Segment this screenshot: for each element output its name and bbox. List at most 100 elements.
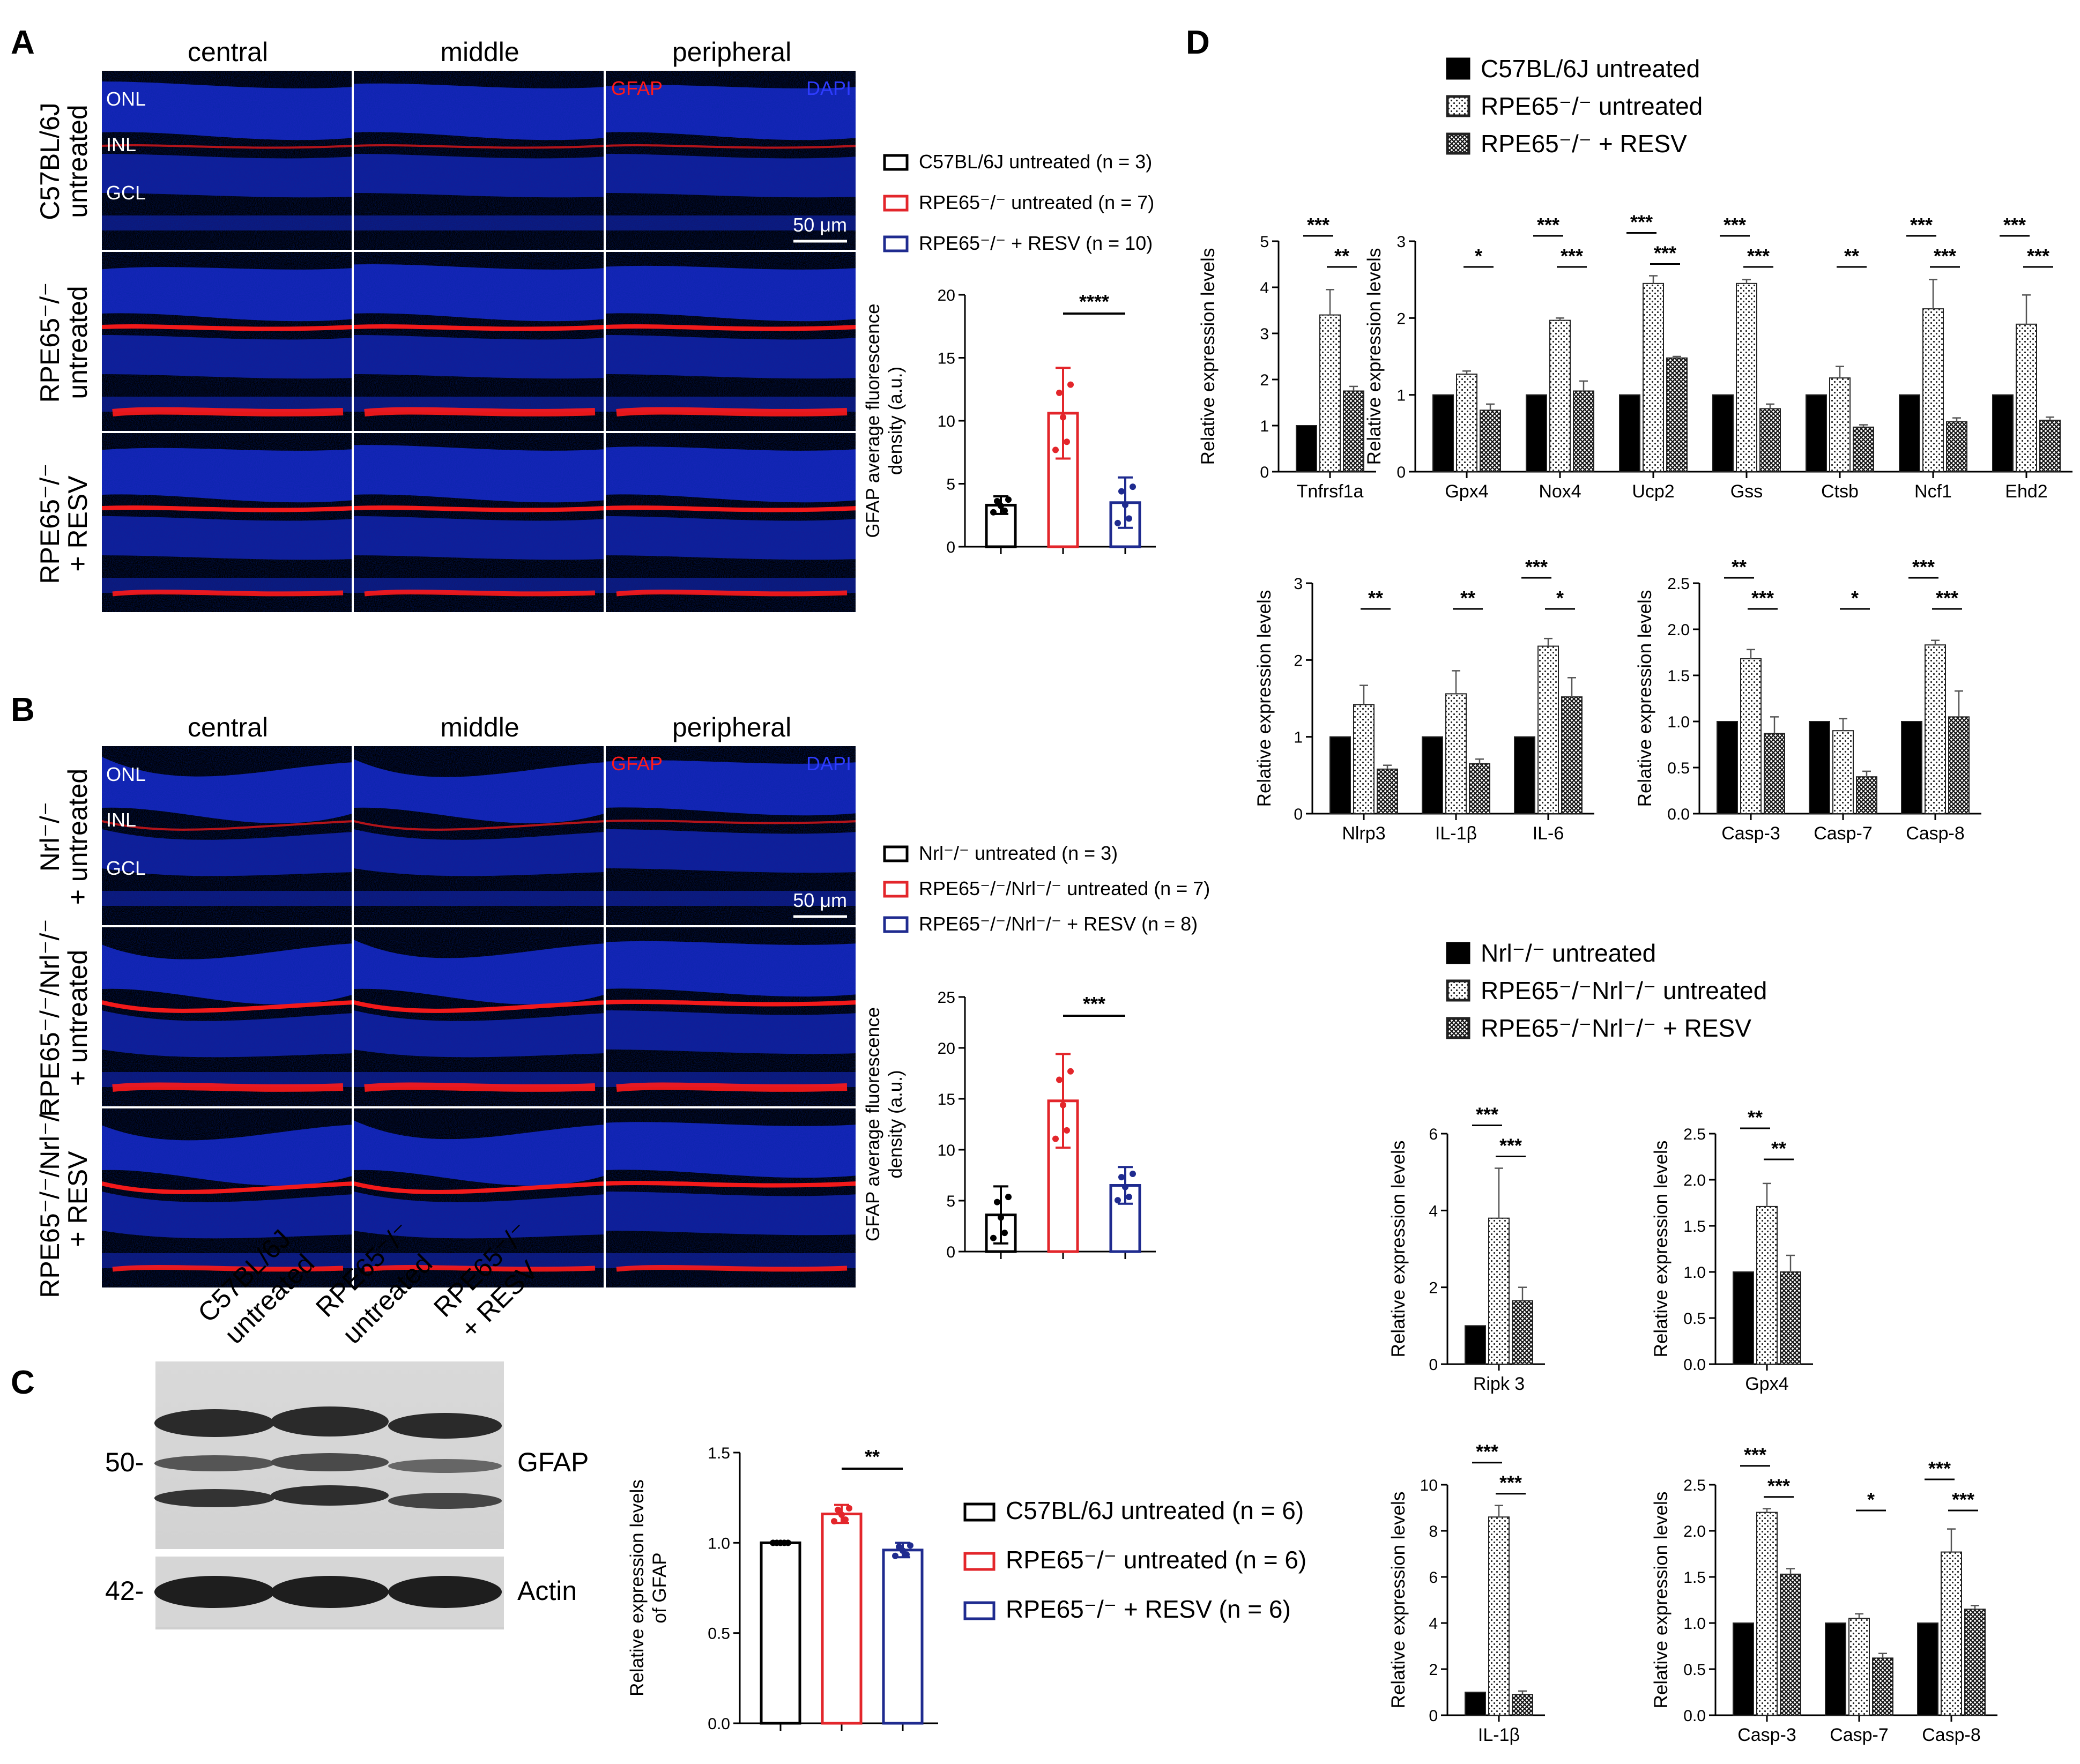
y-tick-label: 0.5: [708, 1625, 730, 1643]
gfap-signal-gcl: [112, 1264, 344, 1272]
significance-label: ***: [1307, 214, 1329, 236]
significance-label: ***: [1476, 1104, 1498, 1126]
data-point: [838, 1511, 845, 1518]
category-label: Ucp2: [1632, 481, 1674, 502]
y-axis-label: Relative expression levels: [1388, 1492, 1409, 1709]
legend-label: RPE65⁻/⁻ + RESV (n = 6): [1006, 1595, 1291, 1623]
y-tick-label: 6: [1429, 1126, 1438, 1143]
y-axis-label: Relative expression levels: [1198, 248, 1219, 465]
gfap-signal-gcl: [112, 1082, 344, 1092]
significance-label: **: [1460, 587, 1475, 609]
significance-label: ***: [1912, 556, 1935, 578]
row-label-line2: untreated: [63, 105, 93, 218]
bar: [1899, 394, 1920, 473]
bar: [1561, 696, 1583, 814]
y-axis-label-line2: of GFAP: [649, 1552, 670, 1623]
gfap-signal-gcl: [616, 407, 848, 416]
gfap-signal-gcl: [364, 589, 596, 597]
significance-label: **: [865, 1446, 880, 1468]
bar: [1465, 1325, 1486, 1365]
gfap-signal-gcl: [364, 1082, 596, 1092]
y-axis-label-group: Relative expression levels: [1651, 1141, 1672, 1358]
tile-content: [354, 252, 604, 431]
texture: [606, 71, 856, 250]
bar: [1809, 721, 1830, 814]
row-label: Nrl⁻/⁻+ untreated: [35, 769, 93, 905]
data-point: [1122, 1184, 1128, 1190]
category-label: Gss: [1730, 481, 1763, 502]
bar: [1832, 730, 1854, 814]
y-tick-label: 0.0: [1683, 1356, 1706, 1374]
blot-marker-42: 42-: [105, 1576, 144, 1606]
bar: [1946, 421, 1967, 472]
y-tick-label: 20: [938, 287, 955, 304]
col-header-middle: middle: [440, 37, 519, 67]
y-axis-label: Relative expression levels: [1635, 590, 1655, 807]
legend-a: C57BL/6J untreated (n = 3) RPE65⁻/⁻ untre…: [883, 151, 1154, 254]
y-tick-label: 3: [1294, 575, 1303, 593]
y-tick-label: 15: [938, 350, 955, 368]
bar: [1537, 645, 1559, 814]
texture: [606, 927, 856, 1106]
chart-b: GFAP average fluorescence density (a.u.) 0…: [863, 989, 1156, 1261]
y-tick-label: 0: [946, 1244, 955, 1261]
panel-label-a: A: [11, 24, 35, 61]
bar: [882, 1549, 924, 1725]
layer-label-ONL: ONL: [106, 88, 146, 110]
y-tick-label: 2.0: [1683, 1523, 1706, 1540]
y-tick-label: 0: [1429, 1356, 1438, 1374]
bar: [1941, 1551, 1962, 1716]
legend-d-top: C57BL/6J untreated RPE65⁻/⁻ untreated RPE6…: [1446, 55, 1703, 158]
y-tick-label: 10: [938, 413, 955, 430]
row-label-line2: + RESV: [63, 1151, 93, 1247]
legend-label: RPE65⁻/⁻ untreated: [1481, 92, 1703, 120]
data-point: [1001, 507, 1008, 514]
legend-label: C57BL/6J untreated: [1481, 55, 1700, 83]
y-axis-label-group: Relative expression levels: [1254, 590, 1275, 807]
y-tick-label: 2: [1429, 1661, 1438, 1679]
texture: [606, 433, 856, 612]
tile-content: [354, 927, 604, 1106]
tile-content: [354, 71, 604, 250]
bar: [1733, 1271, 1754, 1365]
y-axis-label-group: Relative expression levels: [1635, 590, 1655, 807]
y-tick-label: 1: [1294, 729, 1303, 747]
gfap-signal: [102, 144, 352, 149]
bar: [1422, 736, 1443, 814]
legend-swatch: [1446, 57, 1470, 80]
legend-label: RPE65⁻/⁻Nrl⁻/⁻ untreated: [1481, 977, 1767, 1004]
tile-content: [102, 252, 352, 431]
category-label: Ehd2: [2005, 481, 2047, 502]
category-label: Casp-8: [1922, 1725, 1981, 1745]
category-label: Casp-7: [1830, 1725, 1889, 1745]
panel-label-c: C: [11, 1364, 35, 1401]
data-point: [1060, 414, 1066, 421]
gfap-signal: [102, 1000, 352, 1013]
bar: [2016, 323, 2037, 472]
significance-label: ***: [1767, 1475, 1790, 1497]
data-point: [842, 1516, 849, 1523]
y-tick-label: 0.5: [1683, 1661, 1706, 1679]
y-tick-label: 10: [938, 1142, 955, 1159]
legend-swatch: [963, 1552, 996, 1571]
category-label: IL-6: [1533, 823, 1564, 844]
bar: [1848, 1618, 1870, 1716]
data-point: [1122, 501, 1128, 508]
bar: [1456, 373, 1477, 473]
significance-label: ***: [1936, 587, 1958, 609]
gfap-signal: [102, 324, 352, 331]
data-point: [998, 1214, 1004, 1221]
row-label-line1: Nrl⁻/⁻: [35, 802, 65, 872]
gfap-signal: [606, 324, 856, 331]
y-tick-label: 6: [1429, 1569, 1438, 1587]
data-point: [903, 1551, 910, 1558]
stain-label-gfap: GFAP: [611, 77, 663, 99]
tile-content: [606, 1108, 856, 1287]
y-tick-label: 1.5: [1667, 667, 1690, 685]
y-tick-label: 2.5: [1683, 1477, 1706, 1494]
significance-label: ***: [1910, 214, 1933, 236]
significance-label: ***: [1747, 245, 1770, 267]
bar: [1469, 763, 1490, 815]
significance-label: ***: [2003, 214, 2026, 236]
